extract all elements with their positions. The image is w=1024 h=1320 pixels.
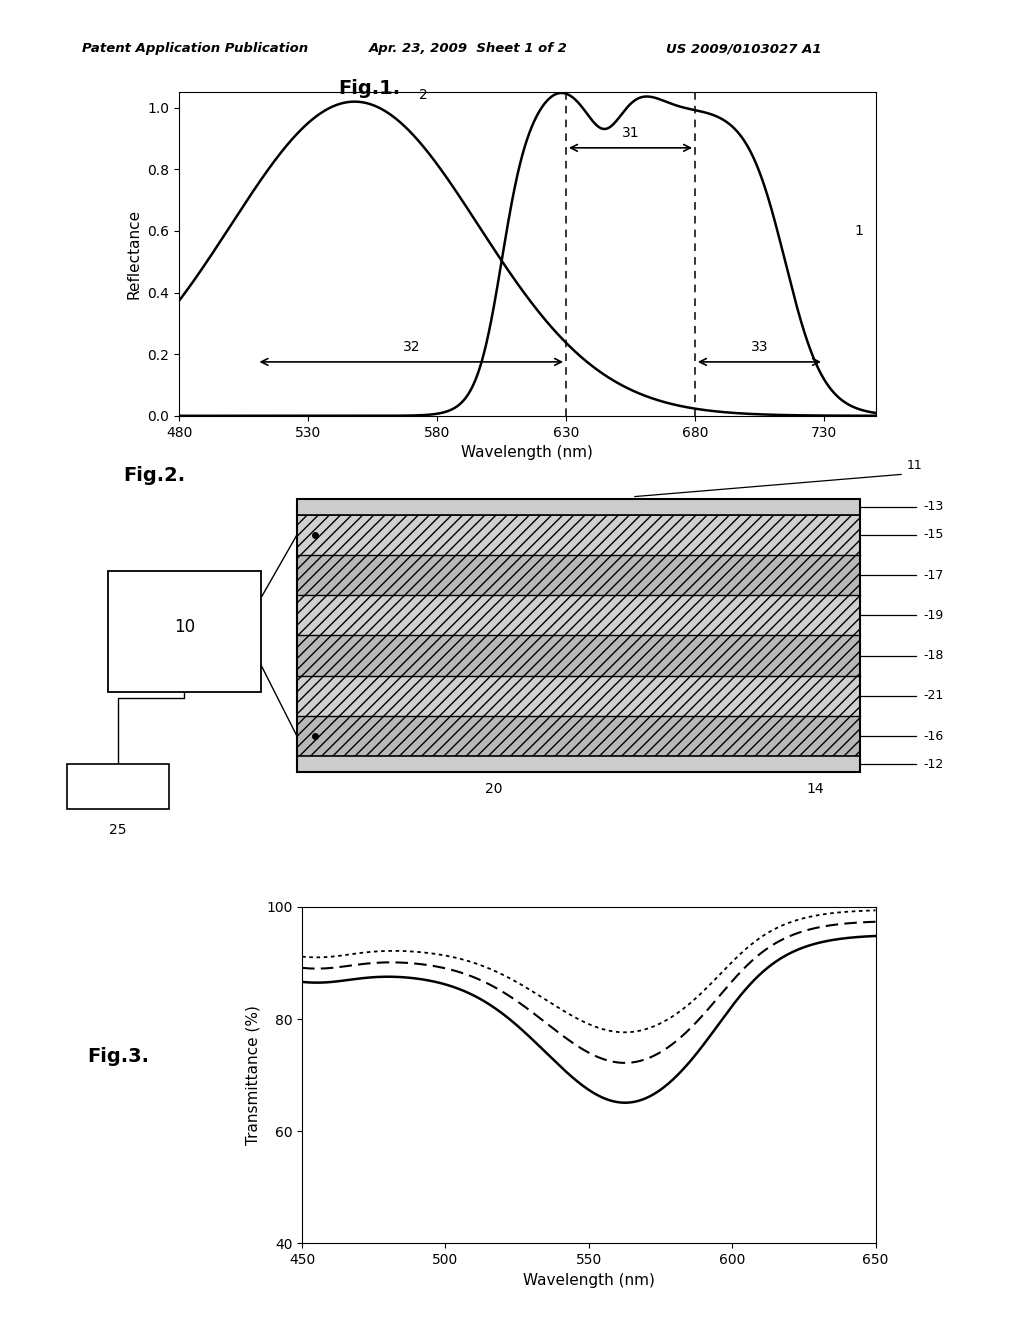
Bar	[297, 515, 860, 554]
Bar	[297, 499, 860, 772]
Text: 14: 14	[806, 783, 824, 796]
Bar	[297, 595, 860, 635]
Text: 33: 33	[751, 341, 768, 354]
Text: US 2009/0103027 A1: US 2009/0103027 A1	[666, 42, 821, 55]
Bar	[108, 572, 261, 692]
Text: 1: 1	[855, 224, 864, 238]
Text: Apr. 23, 2009  Sheet 1 of 2: Apr. 23, 2009 Sheet 1 of 2	[369, 42, 567, 55]
Text: 2: 2	[419, 87, 428, 102]
Text: 31: 31	[622, 127, 639, 140]
Text: Fig.1.: Fig.1.	[338, 79, 400, 98]
Text: 32: 32	[402, 341, 420, 354]
Y-axis label: Transmittance (%): Transmittance (%)	[246, 1006, 260, 1144]
Bar	[297, 499, 860, 515]
Text: -21: -21	[924, 689, 944, 702]
Bar	[297, 635, 860, 676]
X-axis label: Wavelength (nm): Wavelength (nm)	[462, 445, 593, 461]
Bar	[297, 554, 860, 595]
Text: -15: -15	[924, 528, 944, 541]
Bar	[67, 764, 169, 809]
Text: Fig.2.: Fig.2.	[123, 466, 185, 486]
Text: 11: 11	[906, 459, 922, 473]
Text: 10: 10	[174, 618, 195, 636]
Text: -19: -19	[924, 609, 944, 622]
Bar	[297, 554, 860, 595]
Text: Patent Application Publication: Patent Application Publication	[82, 42, 308, 55]
Text: Fig.3.: Fig.3.	[87, 1047, 150, 1065]
Text: -13: -13	[924, 500, 944, 513]
Y-axis label: Reflectance: Reflectance	[127, 209, 142, 300]
X-axis label: Wavelength (nm): Wavelength (nm)	[523, 1272, 654, 1288]
Bar	[297, 715, 860, 756]
Bar	[297, 595, 860, 635]
Text: -18: -18	[924, 649, 944, 663]
Bar	[297, 715, 860, 756]
Text: 25: 25	[109, 822, 127, 837]
Bar	[297, 676, 860, 715]
Text: -17: -17	[924, 569, 944, 582]
Text: -16: -16	[924, 730, 944, 743]
Bar	[297, 515, 860, 554]
Bar	[297, 756, 860, 772]
Bar	[297, 635, 860, 676]
Text: -12: -12	[924, 758, 944, 771]
Bar	[297, 676, 860, 715]
Text: 20: 20	[485, 783, 503, 796]
